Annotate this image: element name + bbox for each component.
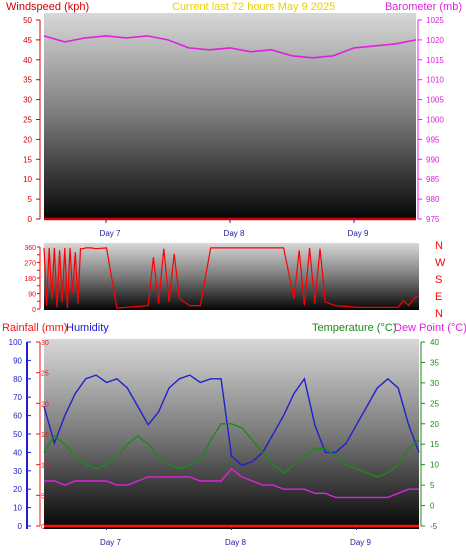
temperature-tick-label: -5 bbox=[430, 522, 438, 531]
windspeed-tick-label: 50 bbox=[23, 16, 32, 25]
temperature-tick-label: 35 bbox=[430, 358, 439, 367]
barometer-tick-label: 980 bbox=[426, 195, 440, 204]
temperature-axis-title: Temperature (°C) bbox=[312, 322, 396, 334]
compass-label: N bbox=[435, 240, 443, 252]
x-tick-label: Day 9 bbox=[350, 538, 371, 547]
x-tick-label: Day 7 bbox=[100, 538, 121, 547]
direction-tick-label: 360 bbox=[24, 245, 36, 252]
rain-tick-label: 10 bbox=[41, 463, 49, 470]
temperature-tick-label: 10 bbox=[430, 461, 439, 470]
humidity-tick-label: 70 bbox=[13, 393, 22, 402]
humidity-tick-label: 40 bbox=[13, 448, 22, 457]
rainfall-axis-title: Rainfall (mm) bbox=[2, 322, 67, 334]
humidity-tick-label: 30 bbox=[13, 467, 22, 476]
humidity-tick-label: 80 bbox=[13, 375, 22, 384]
humidity-tick-label: 10 bbox=[13, 504, 22, 513]
barometer-tick-label: 985 bbox=[426, 175, 440, 184]
rain-tick-label: 30 bbox=[41, 340, 49, 347]
temperature-tick-label: 0 bbox=[430, 502, 435, 511]
x-tick-label: Day 9 bbox=[348, 229, 369, 238]
windspeed-axis-title: Windspeed (kph) bbox=[6, 1, 89, 13]
barometer-tick-label: 1010 bbox=[426, 76, 444, 85]
barometer-tick-label: 1005 bbox=[426, 96, 444, 105]
windspeed-tick-label: 25 bbox=[23, 116, 32, 125]
x-tick-label: Day 8 bbox=[225, 538, 246, 547]
rain-tick-label: 20 bbox=[41, 401, 49, 408]
compass-label: E bbox=[435, 291, 442, 303]
barometer-tick-label: 1025 bbox=[426, 16, 444, 25]
barometer-axis-title: Barometer (mb) bbox=[385, 1, 462, 13]
chart-title: Current last 72 hours May 9 2025 bbox=[172, 1, 335, 13]
humidity-tick-label: 0 bbox=[18, 522, 23, 531]
windspeed-tick-label: 45 bbox=[23, 36, 32, 45]
wind-baro-plot-area bbox=[44, 13, 416, 220]
x-tick-label: Day 8 bbox=[224, 229, 245, 238]
windspeed-tick-label: 15 bbox=[23, 155, 32, 164]
compass-label: W bbox=[435, 257, 446, 269]
humidity-tick-label: 20 bbox=[13, 485, 22, 494]
windspeed-tick-label: 35 bbox=[23, 76, 32, 85]
humidity-tick-label: 90 bbox=[13, 356, 22, 365]
direction-tick-label: 90 bbox=[28, 292, 36, 299]
windspeed-tick-label: 40 bbox=[23, 56, 32, 65]
barometer-tick-label: 990 bbox=[426, 155, 440, 164]
barometer-tick-label: 975 bbox=[426, 215, 440, 224]
x-tick-label: Day 7 bbox=[100, 229, 121, 238]
windspeed-tick-label: 20 bbox=[23, 135, 32, 144]
barometer-tick-label: 995 bbox=[426, 135, 440, 144]
chart-marks: 0510152025303540455097598098599099510001… bbox=[9, 16, 446, 547]
barometer-tick-label: 1000 bbox=[426, 116, 444, 125]
direction-tick-label: 0 bbox=[32, 307, 36, 314]
windspeed-tick-label: 5 bbox=[28, 195, 33, 204]
direction-tick-label: 270 bbox=[24, 261, 36, 268]
rain-tick-label: 25 bbox=[41, 371, 49, 378]
windspeed-tick-label: 10 bbox=[23, 175, 32, 184]
temperature-tick-label: 25 bbox=[430, 399, 439, 408]
temperature-tick-label: 30 bbox=[430, 379, 439, 388]
humidity-temp-plot-area bbox=[44, 339, 419, 529]
compass-label: S bbox=[435, 274, 442, 286]
humidity-axis-title: Humidity bbox=[66, 322, 109, 334]
dewpoint-axis-title: Dew Point (°C) bbox=[394, 322, 466, 334]
wind-direction-line bbox=[43, 247, 420, 309]
temperature-tick-label: 15 bbox=[430, 440, 439, 449]
barometer-line bbox=[43, 35, 417, 59]
barometer-tick-label: 1020 bbox=[426, 36, 444, 45]
rain-tick-label: 5 bbox=[41, 493, 45, 500]
direction-tick-label: 180 bbox=[24, 276, 36, 283]
humidity-line bbox=[43, 374, 420, 467]
humidity-tick-label: 100 bbox=[9, 338, 23, 347]
windspeed-tick-label: 30 bbox=[23, 96, 32, 105]
humidity-tick-label: 50 bbox=[13, 430, 22, 439]
temperature-tick-label: 40 bbox=[430, 338, 439, 347]
temperature-tick-label: 20 bbox=[430, 420, 439, 429]
temperature-line bbox=[43, 423, 420, 478]
wind-direction-plot-area bbox=[44, 243, 419, 310]
barometer-tick-label: 1015 bbox=[426, 56, 444, 65]
compass-label: N bbox=[435, 308, 443, 320]
humidity-tick-label: 60 bbox=[13, 412, 22, 421]
rain-tick-label: 0 bbox=[41, 524, 45, 531]
rain-tick-label: 15 bbox=[41, 432, 49, 439]
dewpoint-line bbox=[44, 467, 419, 499]
windspeed-tick-label: 0 bbox=[28, 215, 33, 224]
temperature-tick-label: 5 bbox=[430, 481, 435, 490]
